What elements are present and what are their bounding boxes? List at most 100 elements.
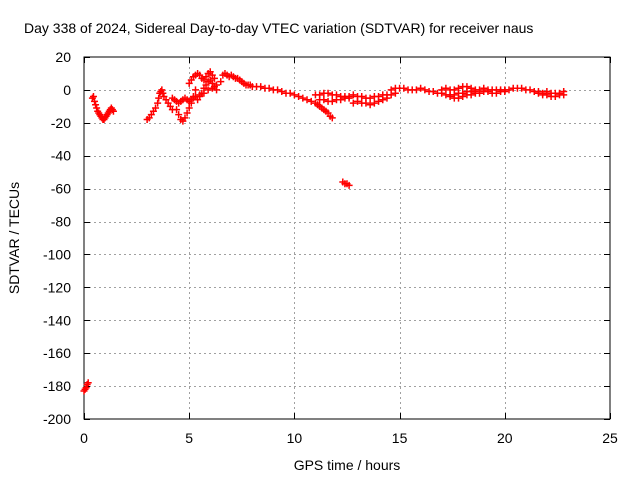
data-point — [204, 86, 212, 94]
data-point — [210, 74, 218, 82]
plot-frame — [83, 56, 611, 420]
data-point — [429, 88, 437, 96]
data-point — [89, 92, 97, 100]
data-point — [286, 89, 294, 97]
data-point — [450, 91, 458, 99]
y-tick-label: -140 — [43, 312, 71, 328]
data-point — [560, 88, 568, 96]
y-tick-label: -200 — [43, 411, 71, 427]
data-point — [400, 84, 408, 92]
data-point — [200, 89, 208, 97]
data-point — [185, 104, 193, 112]
data-point — [349, 91, 357, 99]
data-point — [217, 78, 225, 86]
data-point — [476, 86, 484, 94]
data-point — [366, 94, 374, 102]
data-point — [459, 89, 467, 97]
data-point — [82, 384, 90, 392]
x-tick-label: 25 — [602, 430, 618, 446]
data-point — [383, 94, 391, 102]
data-point — [362, 99, 370, 107]
data-point — [505, 86, 513, 94]
data-point — [421, 86, 429, 94]
data-point — [91, 97, 99, 105]
data-point — [345, 181, 353, 189]
x-tick-label: 20 — [497, 430, 513, 446]
data-point — [192, 86, 200, 94]
data-point — [208, 84, 216, 92]
data-point — [307, 97, 315, 105]
y-tick-label: 0 — [63, 82, 71, 98]
data-point — [265, 84, 273, 92]
y-tick-label: -120 — [43, 279, 71, 295]
data-point — [158, 86, 166, 94]
data-point — [303, 96, 311, 104]
data-point — [379, 96, 387, 104]
x-tick-label: 5 — [185, 430, 193, 446]
data-point — [192, 92, 200, 100]
data-point — [324, 89, 332, 97]
data-point — [257, 83, 265, 91]
data-point — [93, 104, 101, 112]
data-point — [154, 99, 162, 107]
grid-lines — [84, 57, 610, 419]
data-point — [152, 104, 160, 112]
data-point — [299, 94, 307, 102]
data-point — [370, 99, 378, 107]
y-axis-title: SDTVAR / TECUs — [6, 182, 22, 294]
x-tick-label: 0 — [80, 430, 88, 446]
data-point — [366, 101, 374, 109]
y-tick-label: -160 — [43, 345, 71, 361]
y-tick-label: 20 — [55, 49, 71, 65]
data-point — [337, 96, 345, 104]
data-point — [518, 84, 526, 92]
data-point — [442, 84, 450, 92]
data-point — [375, 97, 383, 105]
data-point — [295, 92, 303, 100]
data-point — [438, 86, 446, 94]
data-points — [80, 68, 568, 395]
x-axis: 0 5 10 15 20 25 — [80, 57, 618, 446]
data-point — [274, 86, 282, 94]
chart-title: Day 338 of 2024, Sidereal Day-to-day VTE… — [24, 20, 533, 36]
data-point — [480, 84, 488, 92]
data-point — [84, 379, 92, 387]
data-point — [471, 88, 479, 96]
data-point — [556, 89, 564, 97]
y-tick-label: -60 — [51, 181, 71, 197]
data-point — [159, 89, 167, 97]
data-point — [412, 86, 420, 94]
data-point — [358, 92, 366, 100]
data-point — [183, 109, 191, 117]
data-point — [539, 89, 547, 97]
data-point — [155, 94, 163, 102]
data-point — [109, 107, 117, 115]
data-point — [278, 88, 286, 96]
data-point — [92, 101, 100, 109]
data-point — [349, 99, 357, 107]
data-point — [387, 86, 395, 94]
x-tick-label: 15 — [392, 430, 408, 446]
data-point — [345, 94, 353, 102]
data-point — [354, 97, 362, 105]
data-point — [175, 111, 183, 119]
y-tick-label: -180 — [43, 378, 71, 394]
data-point — [534, 88, 542, 96]
y-tick-label: -20 — [51, 115, 71, 131]
x-tick-label: 10 — [287, 430, 303, 446]
data-point — [187, 99, 195, 107]
data-point — [320, 96, 328, 104]
data-point — [543, 88, 551, 96]
data-point — [290, 91, 298, 99]
data-point — [328, 114, 336, 122]
y-tick-label: -80 — [51, 214, 71, 230]
data-point — [417, 84, 425, 92]
data-point — [173, 106, 181, 114]
data-point — [328, 97, 336, 105]
data-point — [181, 114, 189, 122]
y-tick-label: -100 — [43, 246, 71, 262]
y-tick-label: -40 — [51, 148, 71, 164]
data-point — [526, 86, 534, 94]
